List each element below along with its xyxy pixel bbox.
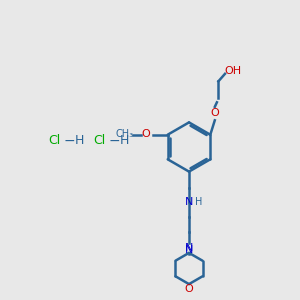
Text: O: O xyxy=(211,108,220,118)
Text: H: H xyxy=(75,134,84,148)
Text: N: N xyxy=(185,196,193,207)
Text: N: N xyxy=(185,242,193,253)
Text: Cl: Cl xyxy=(93,134,105,148)
Text: Cl: Cl xyxy=(48,134,60,148)
Text: N: N xyxy=(185,244,193,255)
Text: O: O xyxy=(184,284,194,295)
Text: H: H xyxy=(120,134,129,148)
Text: OH: OH xyxy=(225,66,242,76)
Text: −: − xyxy=(108,134,120,148)
Text: O: O xyxy=(142,129,151,139)
Text: CH₃: CH₃ xyxy=(116,129,134,139)
Text: −: − xyxy=(63,134,75,148)
Text: H: H xyxy=(195,196,202,207)
